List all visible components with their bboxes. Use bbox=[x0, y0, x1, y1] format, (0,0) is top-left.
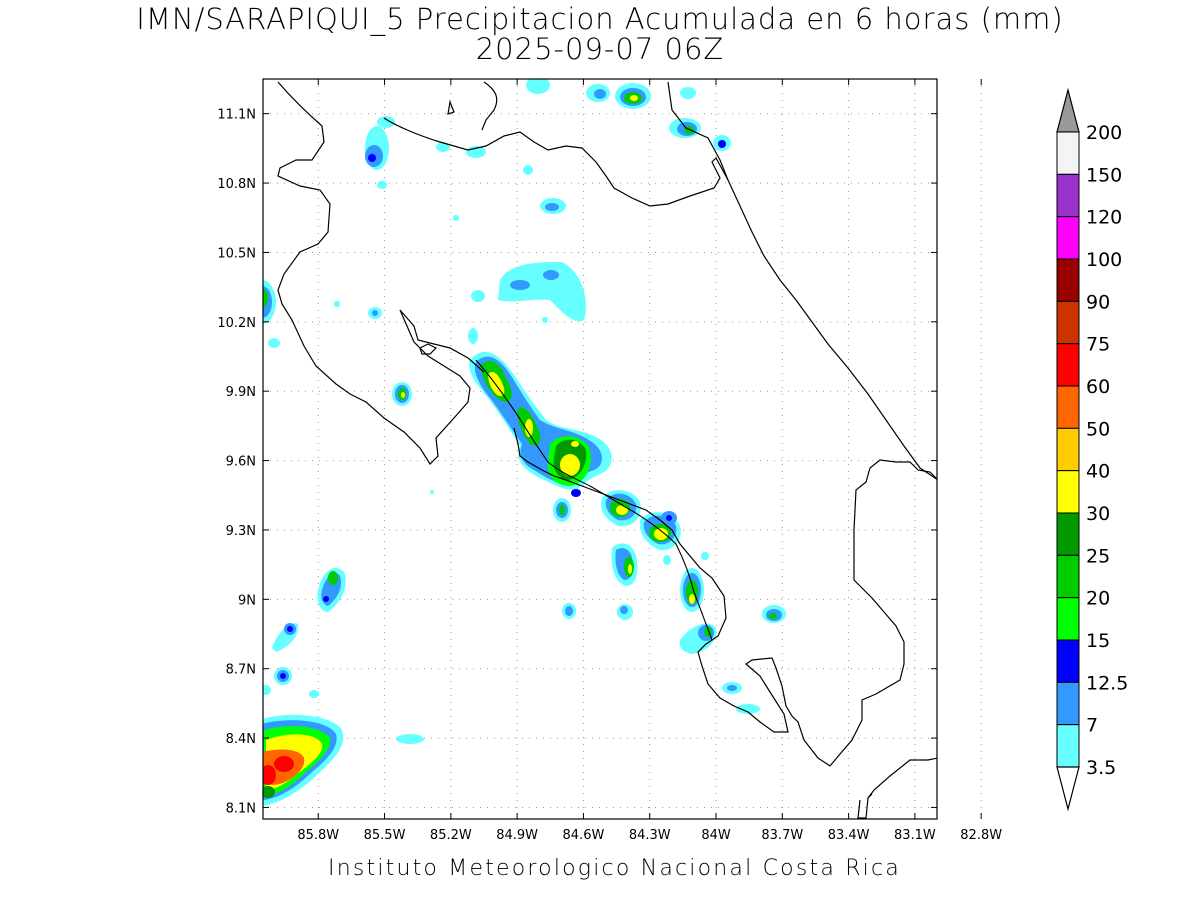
lat-tick-label: 10.5N bbox=[217, 246, 256, 261]
precip-cell bbox=[526, 79, 696, 109]
colorbar-label: 15 bbox=[1086, 630, 1110, 652]
colorbar-swatch bbox=[1056, 597, 1080, 641]
lon-tick-label: 83.4W bbox=[828, 828, 870, 843]
colorbar-label: 100 bbox=[1086, 249, 1122, 271]
colorbar-label: 60 bbox=[1086, 376, 1110, 398]
colorbar-swatch bbox=[1056, 385, 1080, 429]
precip-cell bbox=[679, 568, 786, 654]
lat-tick-label: 11.1N bbox=[217, 108, 256, 123]
map-grid bbox=[263, 79, 982, 819]
colorbar-label: 75 bbox=[1086, 334, 1110, 356]
map-frame bbox=[262, 78, 938, 820]
lat-tick-label: 9N bbox=[238, 593, 256, 608]
colorbar-swatch bbox=[1056, 681, 1080, 726]
colorbar-label: 3.5 bbox=[1086, 757, 1116, 779]
colorbar-swatch bbox=[1056, 639, 1080, 683]
precip-cell bbox=[392, 382, 434, 494]
precip-cell bbox=[669, 118, 731, 151]
colorbar-swatch bbox=[1056, 173, 1080, 218]
lat-tick-label: 8.1N bbox=[226, 801, 256, 816]
colorbar: 200 150 120 100 90 75 60 50 40 30 25 20 15 12.5 7 3.5 bbox=[1056, 87, 1128, 812]
chart-title: IMN/SARAPIQUI_5 Precipitacion Acumulada … bbox=[136, 2, 1064, 36]
lon-tick-label: 83.1W bbox=[894, 828, 936, 843]
colorbar-swatch bbox=[1056, 554, 1080, 599]
precip-cell bbox=[436, 142, 566, 221]
lat-tick-label: 8.4N bbox=[226, 732, 256, 747]
precip-cell bbox=[263, 568, 424, 744]
colorbar-label: 20 bbox=[1086, 588, 1110, 610]
colorbar-label: 50 bbox=[1086, 418, 1110, 440]
footer-credit: Instituto Meteorologico Nacional Costa R… bbox=[328, 856, 901, 881]
colorbar-swatch bbox=[1056, 470, 1080, 514]
colorbar-label: 25 bbox=[1086, 545, 1110, 567]
lon-tick-label: 85.2W bbox=[430, 828, 472, 843]
precip-cell bbox=[469, 351, 612, 497]
lon-tick-label: 84.6W bbox=[563, 828, 605, 843]
precip-cell bbox=[365, 116, 395, 189]
ridge-line bbox=[475, 359, 713, 641]
colorbar-swatch bbox=[1056, 724, 1080, 768]
lat-tick-label: 9.6N bbox=[226, 455, 256, 470]
lat-tick-label: 9.9N bbox=[226, 385, 256, 400]
colorbar-swatch bbox=[1056, 427, 1080, 472]
precipitation-field bbox=[263, 79, 937, 819]
lon-tick-label: 84.9W bbox=[496, 828, 538, 843]
precip-cell bbox=[562, 543, 638, 620]
colorbar-swatch bbox=[1056, 300, 1080, 345]
colorbar-label: 90 bbox=[1086, 291, 1110, 313]
lon-tick-label: 85.5W bbox=[364, 828, 406, 843]
colorbar-label: 30 bbox=[1086, 503, 1110, 525]
lat-tick-label: 10.2N bbox=[217, 316, 256, 331]
colorbar-swatch bbox=[1056, 216, 1080, 260]
colorbar-label: 200 bbox=[1086, 122, 1122, 144]
colorbar-label: 120 bbox=[1086, 207, 1122, 229]
colorbar-swatch bbox=[1056, 258, 1080, 302]
precip-cell bbox=[334, 262, 586, 344]
lon-tick-label: 82.8W bbox=[960, 828, 1002, 843]
chart-subtitle: 2025-09-07 06Z bbox=[475, 32, 725, 66]
colorbar-bottom-arrow bbox=[1056, 766, 1080, 812]
colorbar-label: 12.5 bbox=[1086, 672, 1128, 694]
lon-tick-label: 84W bbox=[701, 828, 731, 843]
colorbar-label: 7 bbox=[1086, 715, 1098, 737]
colorbar-swatch bbox=[1056, 512, 1080, 556]
precip-cell bbox=[722, 682, 760, 714]
lat-tick-label: 8.7N bbox=[226, 663, 256, 678]
colorbar-top-arrow bbox=[1056, 87, 1080, 133]
colorbar-swatch bbox=[1056, 131, 1080, 175]
precip-cell bbox=[263, 280, 280, 348]
precip-cell bbox=[263, 714, 344, 806]
lon-tick-label: 85.8W bbox=[297, 828, 339, 843]
map-axes: 11.1N 10.8N 10.5N 10.2N 9.9N 9.6N 9.3N 9N 8.7N 8.… bbox=[217, 79, 1002, 843]
lon-tick-label: 83.7W bbox=[761, 828, 803, 843]
lat-tick-label: 9.3N bbox=[226, 524, 256, 539]
coastlines bbox=[277, 81, 937, 819]
colorbar-label: 150 bbox=[1086, 164, 1122, 186]
lat-tick-label: 10.8N bbox=[217, 177, 256, 192]
colorbar-swatch bbox=[1056, 343, 1080, 387]
lon-tick-label: 84.3W bbox=[629, 828, 671, 843]
colorbar-label: 40 bbox=[1086, 461, 1110, 483]
